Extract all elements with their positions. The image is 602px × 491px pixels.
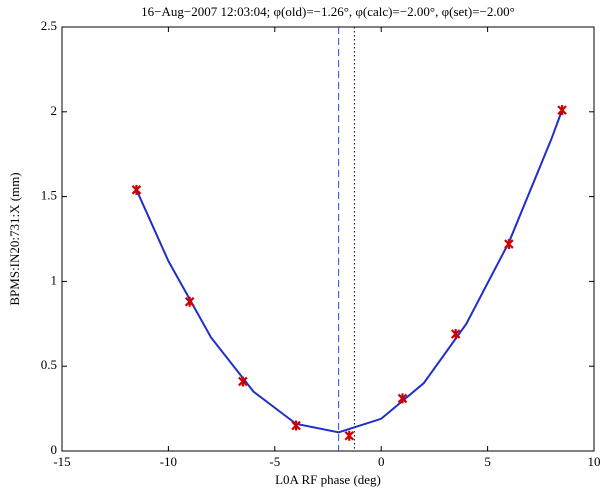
data-point: [504, 239, 514, 250]
data-point: [450, 328, 461, 339]
data-point: [238, 376, 248, 387]
fit-line: [135, 109, 564, 434]
y-tick-label: 1.5: [41, 188, 57, 203]
y-tick-label: 0: [51, 442, 58, 457]
plot-area: [61, 26, 595, 452]
x-tick-label: -10: [160, 454, 177, 469]
x-tick-label: 10: [588, 454, 601, 469]
x-tick-label: -5: [269, 454, 280, 469]
y-tick-label: 2: [51, 103, 58, 118]
x-tick-label: 5: [484, 454, 491, 469]
y-axis-label: BPMS:IN20:731:X (mm): [7, 172, 22, 305]
x-tick-label: -15: [53, 454, 70, 469]
data-point: [131, 184, 142, 195]
data-point: [184, 296, 195, 307]
y-tick-label: 1: [51, 272, 58, 287]
data-point: [344, 430, 355, 441]
data-point: [291, 420, 301, 431]
data-point: [557, 105, 567, 116]
y-tick-label: 0.5: [41, 357, 57, 372]
y-tick-label: 2.5: [41, 18, 57, 33]
chart-title: 16−Aug−2007 12:03:04; φ(old)=−1.26°, φ(c…: [141, 4, 515, 19]
data-point: [397, 393, 408, 404]
x-tick-label: 0: [378, 454, 385, 469]
x-axis-label: L0A RF phase (deg): [275, 472, 381, 487]
